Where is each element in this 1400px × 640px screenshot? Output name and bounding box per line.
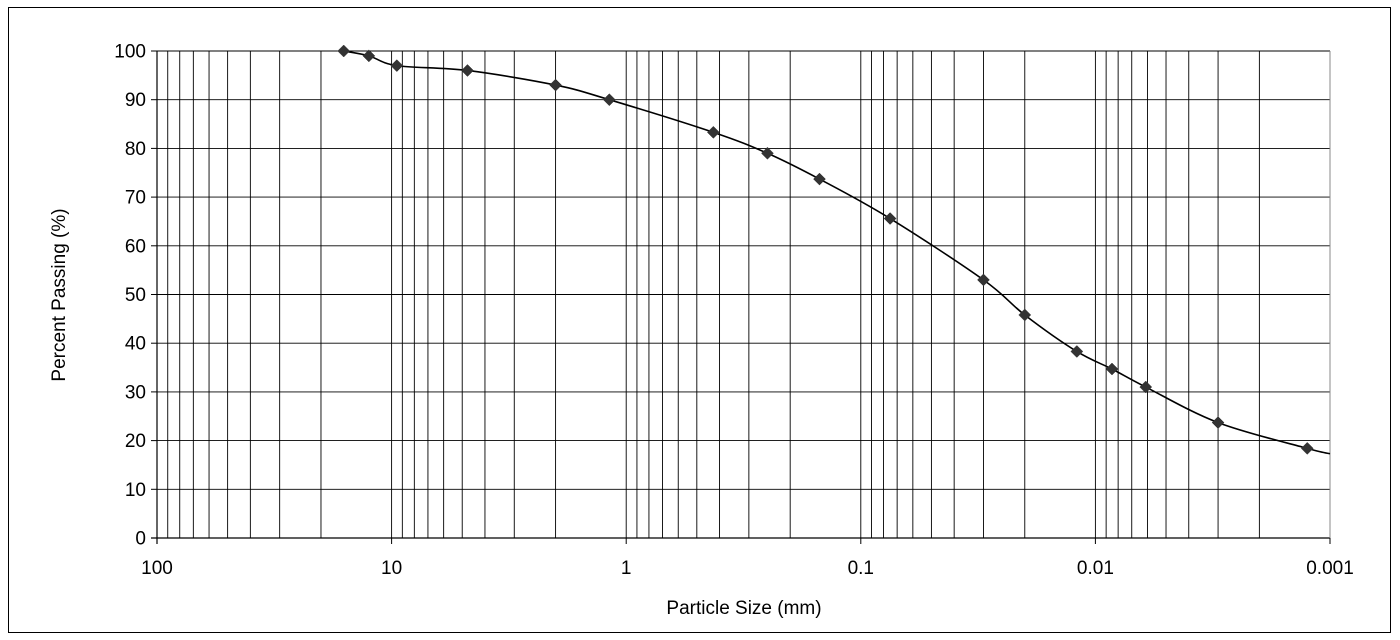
data-point-marker (549, 78, 562, 92)
data-point-marker (461, 64, 474, 77)
y-tick-label: 50 (125, 285, 146, 306)
x-tick-label: 0.01 (1077, 558, 1114, 579)
x-tick-label: 1 (621, 558, 632, 579)
data-point-marker (337, 44, 351, 58)
data-point-marker (602, 93, 616, 107)
series-line (343, 50, 1331, 455)
chart-frame: 0 10 20 30 40 50 60 70 80 90 100 100 10 1 0.1 0.01 0.00… (8, 7, 1391, 633)
y-axis-title: Percent Passing (%) (49, 208, 70, 381)
x-tick-label: 100 (141, 558, 173, 579)
y-tick-label: 10 (125, 480, 146, 501)
data-point-marker (362, 49, 376, 63)
y-tick-label: 70 (125, 188, 146, 209)
y-tick-label: 80 (125, 139, 146, 160)
data-point-marker (1300, 442, 1314, 455)
y-tick-label: 90 (125, 90, 146, 111)
grid-layer (156, 50, 1331, 539)
data-point-marker (813, 172, 826, 186)
y-tick-label: 30 (125, 382, 146, 403)
x-tick-labels: 100 10 1 0.1 0.01 0.001 (141, 538, 1354, 579)
data-point-marker (390, 59, 404, 72)
y-tick-labels: 0 10 20 30 40 50 60 70 80 90 100 (114, 42, 157, 550)
data-point-marker (1018, 308, 1032, 322)
y-tick-label: 20 (125, 431, 146, 452)
x-tick-label: 0.001 (1306, 558, 1354, 579)
data-point-marker (761, 146, 774, 160)
series-layer (337, 44, 1331, 455)
data-point-marker (1070, 345, 1084, 358)
data-point-marker (1211, 416, 1225, 429)
y-tick-label: 100 (114, 42, 146, 63)
data-point-marker (707, 125, 720, 139)
data-point-marker (1139, 380, 1153, 394)
x-axis-title: Particle Size (mm) (666, 598, 821, 619)
data-point-marker (883, 212, 897, 225)
x-tick-label: 0.1 (848, 558, 874, 579)
plot-border (151, 51, 1331, 544)
chart-svg: 0 10 20 30 40 50 60 70 80 90 100 100 10 1 0.1 0.01 0.00… (49, 42, 1354, 620)
data-point-marker (977, 273, 990, 287)
y-tick-label: 60 (125, 236, 146, 257)
x-tick-label: 10 (381, 558, 402, 579)
data-point-marker (1105, 362, 1119, 376)
y-tick-label: 40 (125, 334, 146, 355)
y-tick-label: 0 (135, 529, 146, 550)
